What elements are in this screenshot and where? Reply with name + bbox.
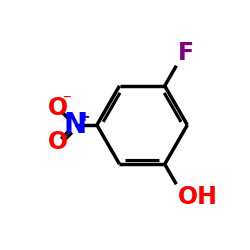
Text: F: F: [178, 40, 194, 64]
Text: ⁻: ⁻: [62, 91, 71, 109]
Text: O: O: [48, 130, 68, 154]
Text: N: N: [63, 111, 86, 139]
Text: OH: OH: [178, 186, 218, 210]
Text: +: +: [78, 110, 90, 124]
Text: O: O: [48, 96, 68, 120]
